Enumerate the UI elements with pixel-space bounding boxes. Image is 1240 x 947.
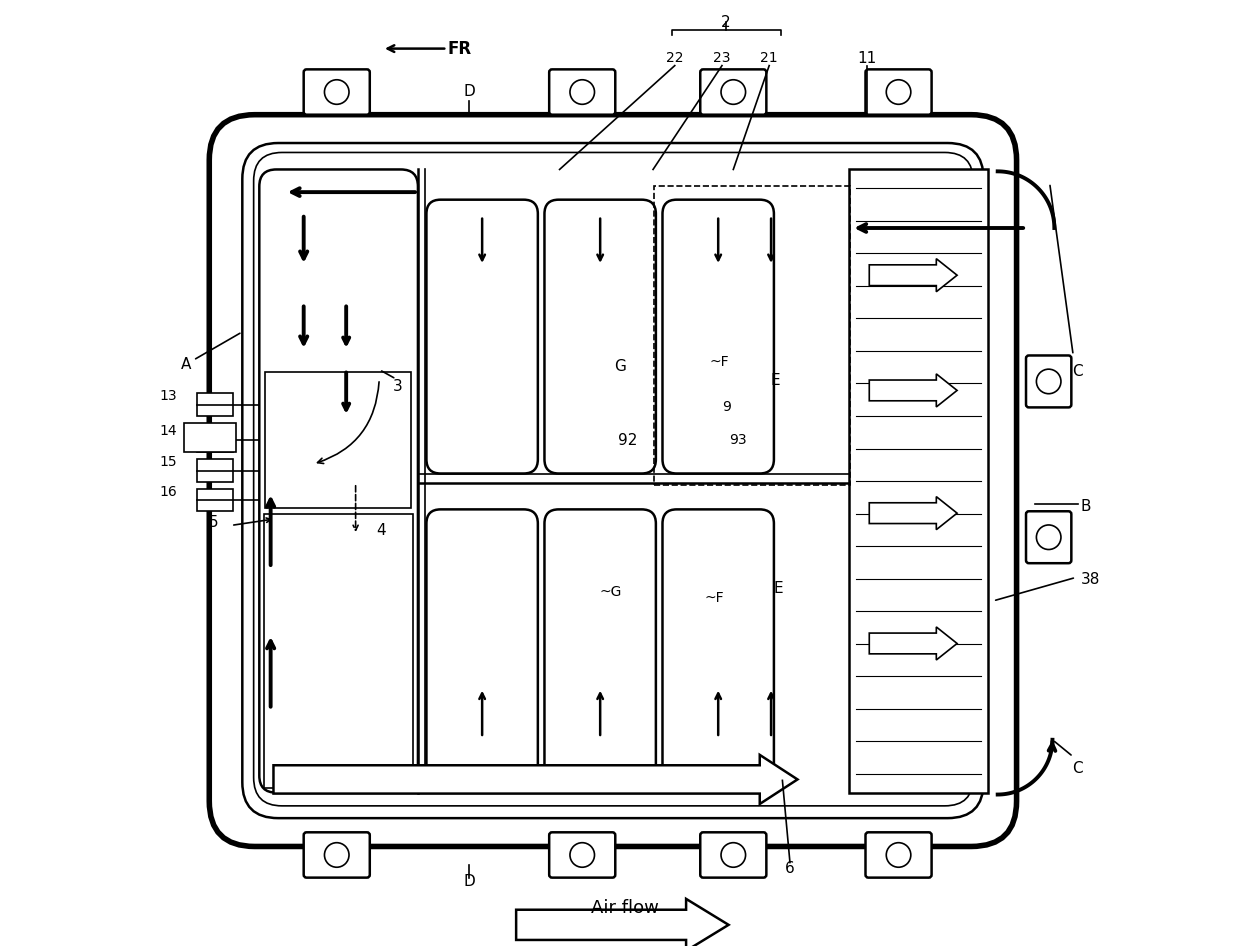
Text: 15: 15 — [160, 456, 177, 469]
FancyBboxPatch shape — [1025, 511, 1071, 563]
FancyBboxPatch shape — [427, 200, 538, 474]
FancyBboxPatch shape — [304, 832, 370, 878]
FancyBboxPatch shape — [866, 69, 931, 115]
Text: E: E — [774, 581, 784, 597]
Text: 38: 38 — [1081, 572, 1100, 587]
Text: G: G — [614, 359, 626, 374]
Text: 92: 92 — [618, 433, 637, 448]
FancyBboxPatch shape — [427, 509, 538, 783]
Bar — [197, 459, 233, 482]
Bar — [265, 371, 412, 509]
FancyArrow shape — [869, 496, 957, 529]
FancyBboxPatch shape — [866, 832, 931, 878]
FancyBboxPatch shape — [259, 170, 418, 793]
FancyBboxPatch shape — [549, 69, 615, 115]
Text: ~G: ~G — [599, 584, 621, 599]
FancyBboxPatch shape — [701, 832, 766, 878]
FancyBboxPatch shape — [549, 832, 615, 878]
Text: 11: 11 — [858, 50, 877, 65]
FancyBboxPatch shape — [304, 69, 370, 115]
Text: B: B — [1081, 499, 1091, 514]
Text: 13: 13 — [160, 389, 177, 403]
Text: 14: 14 — [160, 424, 177, 438]
Text: 21: 21 — [760, 51, 777, 65]
FancyBboxPatch shape — [662, 509, 774, 783]
FancyBboxPatch shape — [662, 200, 774, 474]
FancyBboxPatch shape — [242, 143, 983, 818]
Text: 3: 3 — [393, 379, 403, 394]
Text: Air flow: Air flow — [590, 899, 658, 917]
FancyBboxPatch shape — [701, 69, 766, 115]
FancyBboxPatch shape — [210, 115, 1017, 847]
Text: C: C — [1071, 364, 1083, 379]
Text: 93: 93 — [729, 434, 746, 447]
Bar — [184, 423, 236, 452]
Text: 16: 16 — [160, 486, 177, 499]
Bar — [197, 393, 233, 416]
Text: ~F: ~F — [704, 591, 724, 605]
Bar — [848, 170, 988, 793]
Text: ~F: ~F — [709, 355, 729, 369]
FancyArrow shape — [516, 899, 729, 947]
Text: FR: FR — [448, 40, 471, 58]
Text: 2: 2 — [720, 14, 730, 29]
FancyBboxPatch shape — [544, 509, 656, 783]
Text: 4: 4 — [376, 523, 386, 538]
Text: 5: 5 — [210, 515, 218, 530]
FancyArrow shape — [869, 627, 957, 660]
Text: D: D — [463, 874, 475, 889]
Bar — [197, 429, 233, 452]
Text: 23: 23 — [713, 51, 730, 65]
Text: 22: 22 — [666, 51, 683, 65]
FancyArrow shape — [869, 259, 957, 292]
FancyArrow shape — [869, 374, 957, 407]
Text: C: C — [1071, 760, 1083, 776]
Bar — [653, 187, 851, 485]
Bar — [197, 489, 233, 511]
Bar — [264, 514, 413, 788]
FancyBboxPatch shape — [544, 200, 656, 474]
FancyBboxPatch shape — [1025, 355, 1071, 407]
Text: D: D — [463, 83, 475, 98]
FancyArrow shape — [274, 755, 797, 804]
FancyBboxPatch shape — [254, 152, 973, 806]
Text: E: E — [771, 373, 781, 388]
Text: A: A — [181, 357, 191, 372]
Text: 9: 9 — [722, 401, 732, 415]
Text: 6: 6 — [785, 861, 795, 876]
